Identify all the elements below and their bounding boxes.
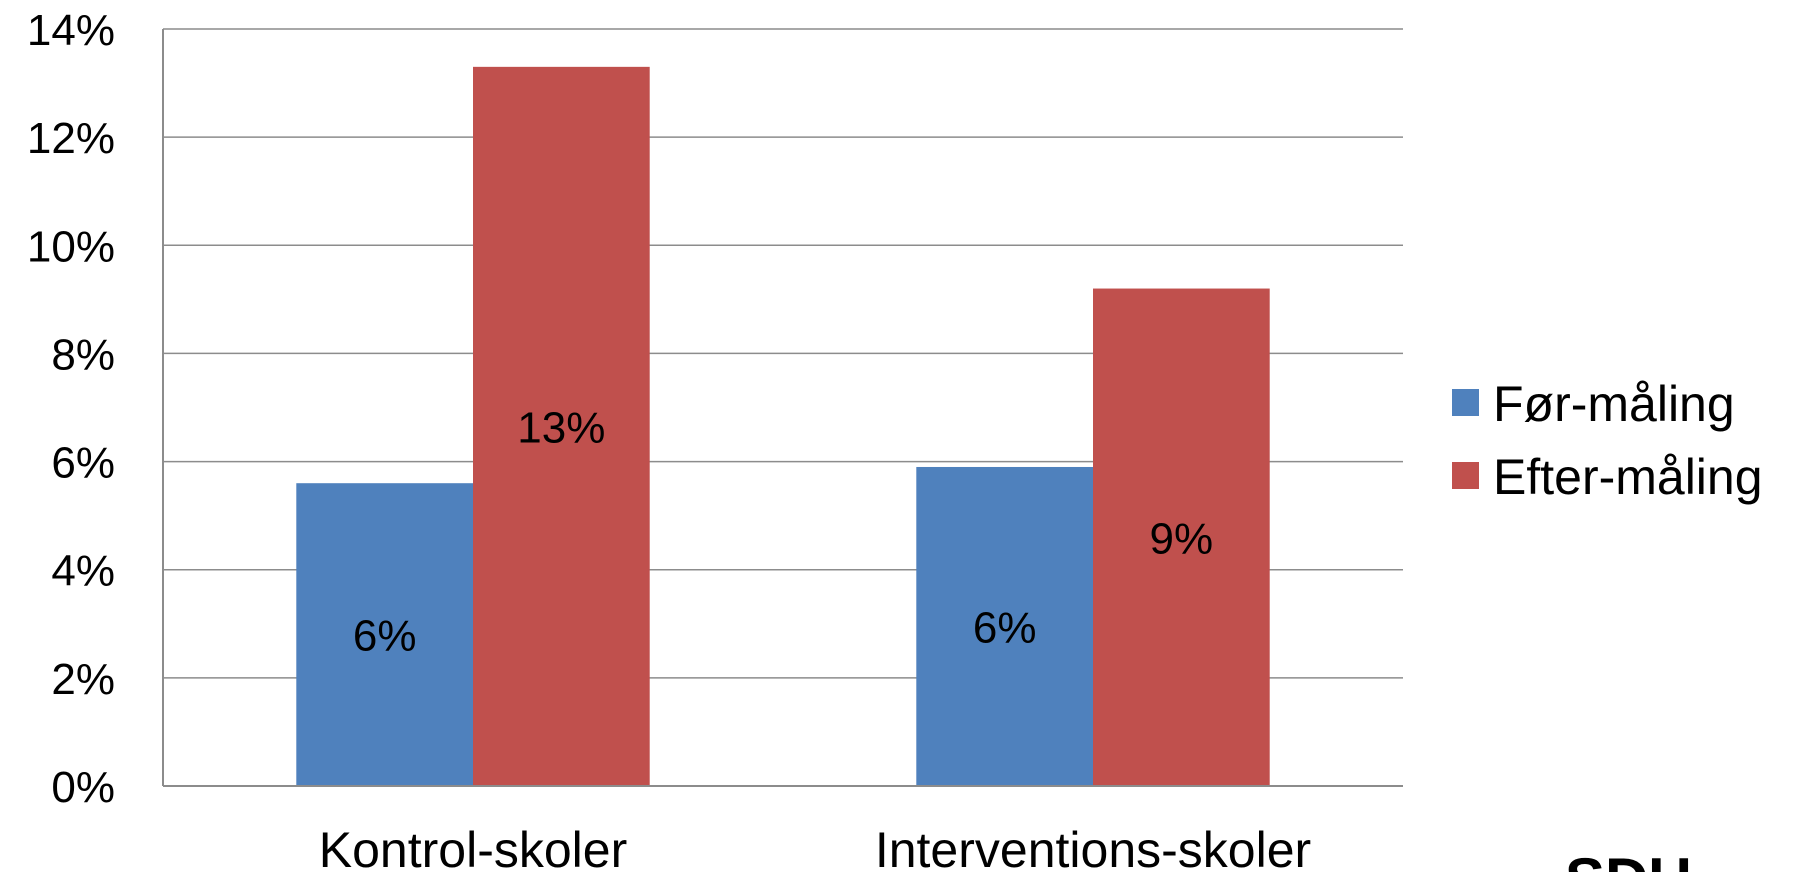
x-axis-categories: Kontrol-skoler Interventions-skoler xyxy=(319,822,1311,872)
y-tick-label: 0% xyxy=(51,763,115,812)
bar xyxy=(1093,288,1270,786)
legend-swatch xyxy=(1452,389,1479,416)
y-tick-label: 12% xyxy=(27,114,115,163)
data-label: 6% xyxy=(973,603,1037,652)
data-labels: 6% 13% 6% 9% xyxy=(353,403,1213,660)
legend-label: Før-måling xyxy=(1493,376,1735,432)
y-axis-ticks: 0% 2% 4% 6% 8% 10% 12% 14% xyxy=(27,6,115,812)
data-label: 6% xyxy=(353,612,417,661)
legend-label: Efter-måling xyxy=(1493,449,1763,505)
y-tick-label: 4% xyxy=(51,547,115,596)
x-category-label: Kontrol-skoler xyxy=(319,822,627,872)
x-category-label: Interventions-skoler xyxy=(875,822,1311,872)
bar xyxy=(296,483,473,786)
legend-item: Før-måling xyxy=(1452,376,1735,432)
data-label: 13% xyxy=(517,403,605,452)
legend-item: Efter-måling xyxy=(1452,449,1763,505)
bar xyxy=(916,466,1093,786)
logo-text: SDU xyxy=(1565,846,1692,872)
bar xyxy=(473,66,650,787)
bars xyxy=(296,66,1270,787)
y-tick-label: 10% xyxy=(27,222,115,271)
y-tick-label: 6% xyxy=(51,439,115,488)
sdu-logo: SDU xyxy=(1565,846,1692,872)
y-tick-label: 8% xyxy=(51,330,115,379)
axes xyxy=(162,29,1403,787)
data-label: 9% xyxy=(1150,514,1214,563)
y-tick-label: 2% xyxy=(51,655,115,704)
y-tick-label: 14% xyxy=(27,6,115,55)
legend: Før-måling Efter-måling xyxy=(1452,376,1763,505)
legend-swatch xyxy=(1452,462,1479,489)
